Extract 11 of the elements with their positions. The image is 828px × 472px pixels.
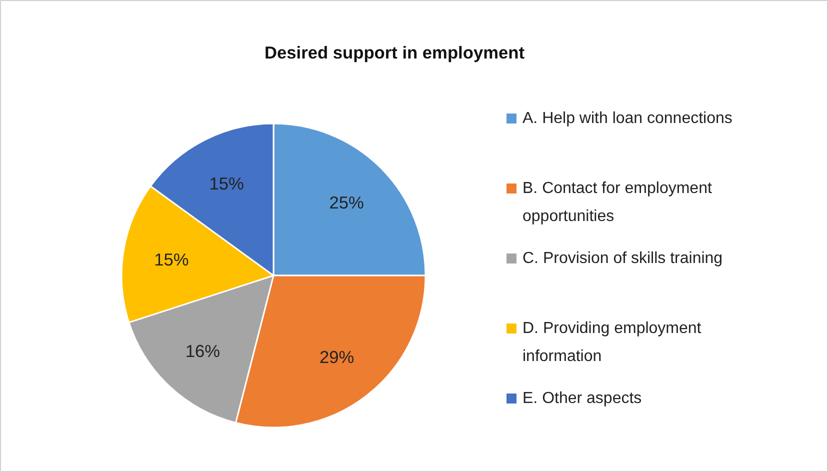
- legend-label: C. Provision of skills training: [522, 250, 723, 267]
- legend-label: D. Providing employment information: [522, 320, 702, 365]
- legend-label: B. Contact for employment opportunities: [522, 180, 712, 225]
- data-label: 29%: [320, 347, 354, 368]
- data-label: 25%: [329, 192, 364, 212]
- data-label: 15%: [209, 173, 244, 194]
- data-label: 16%: [185, 340, 220, 361]
- legend-label: A. Help with loan connections: [522, 110, 732, 127]
- legend-label: E. Other aspects: [522, 390, 642, 407]
- chart-title: Desired support in employment: [264, 42, 525, 62]
- data-label: 15%: [154, 249, 189, 270]
